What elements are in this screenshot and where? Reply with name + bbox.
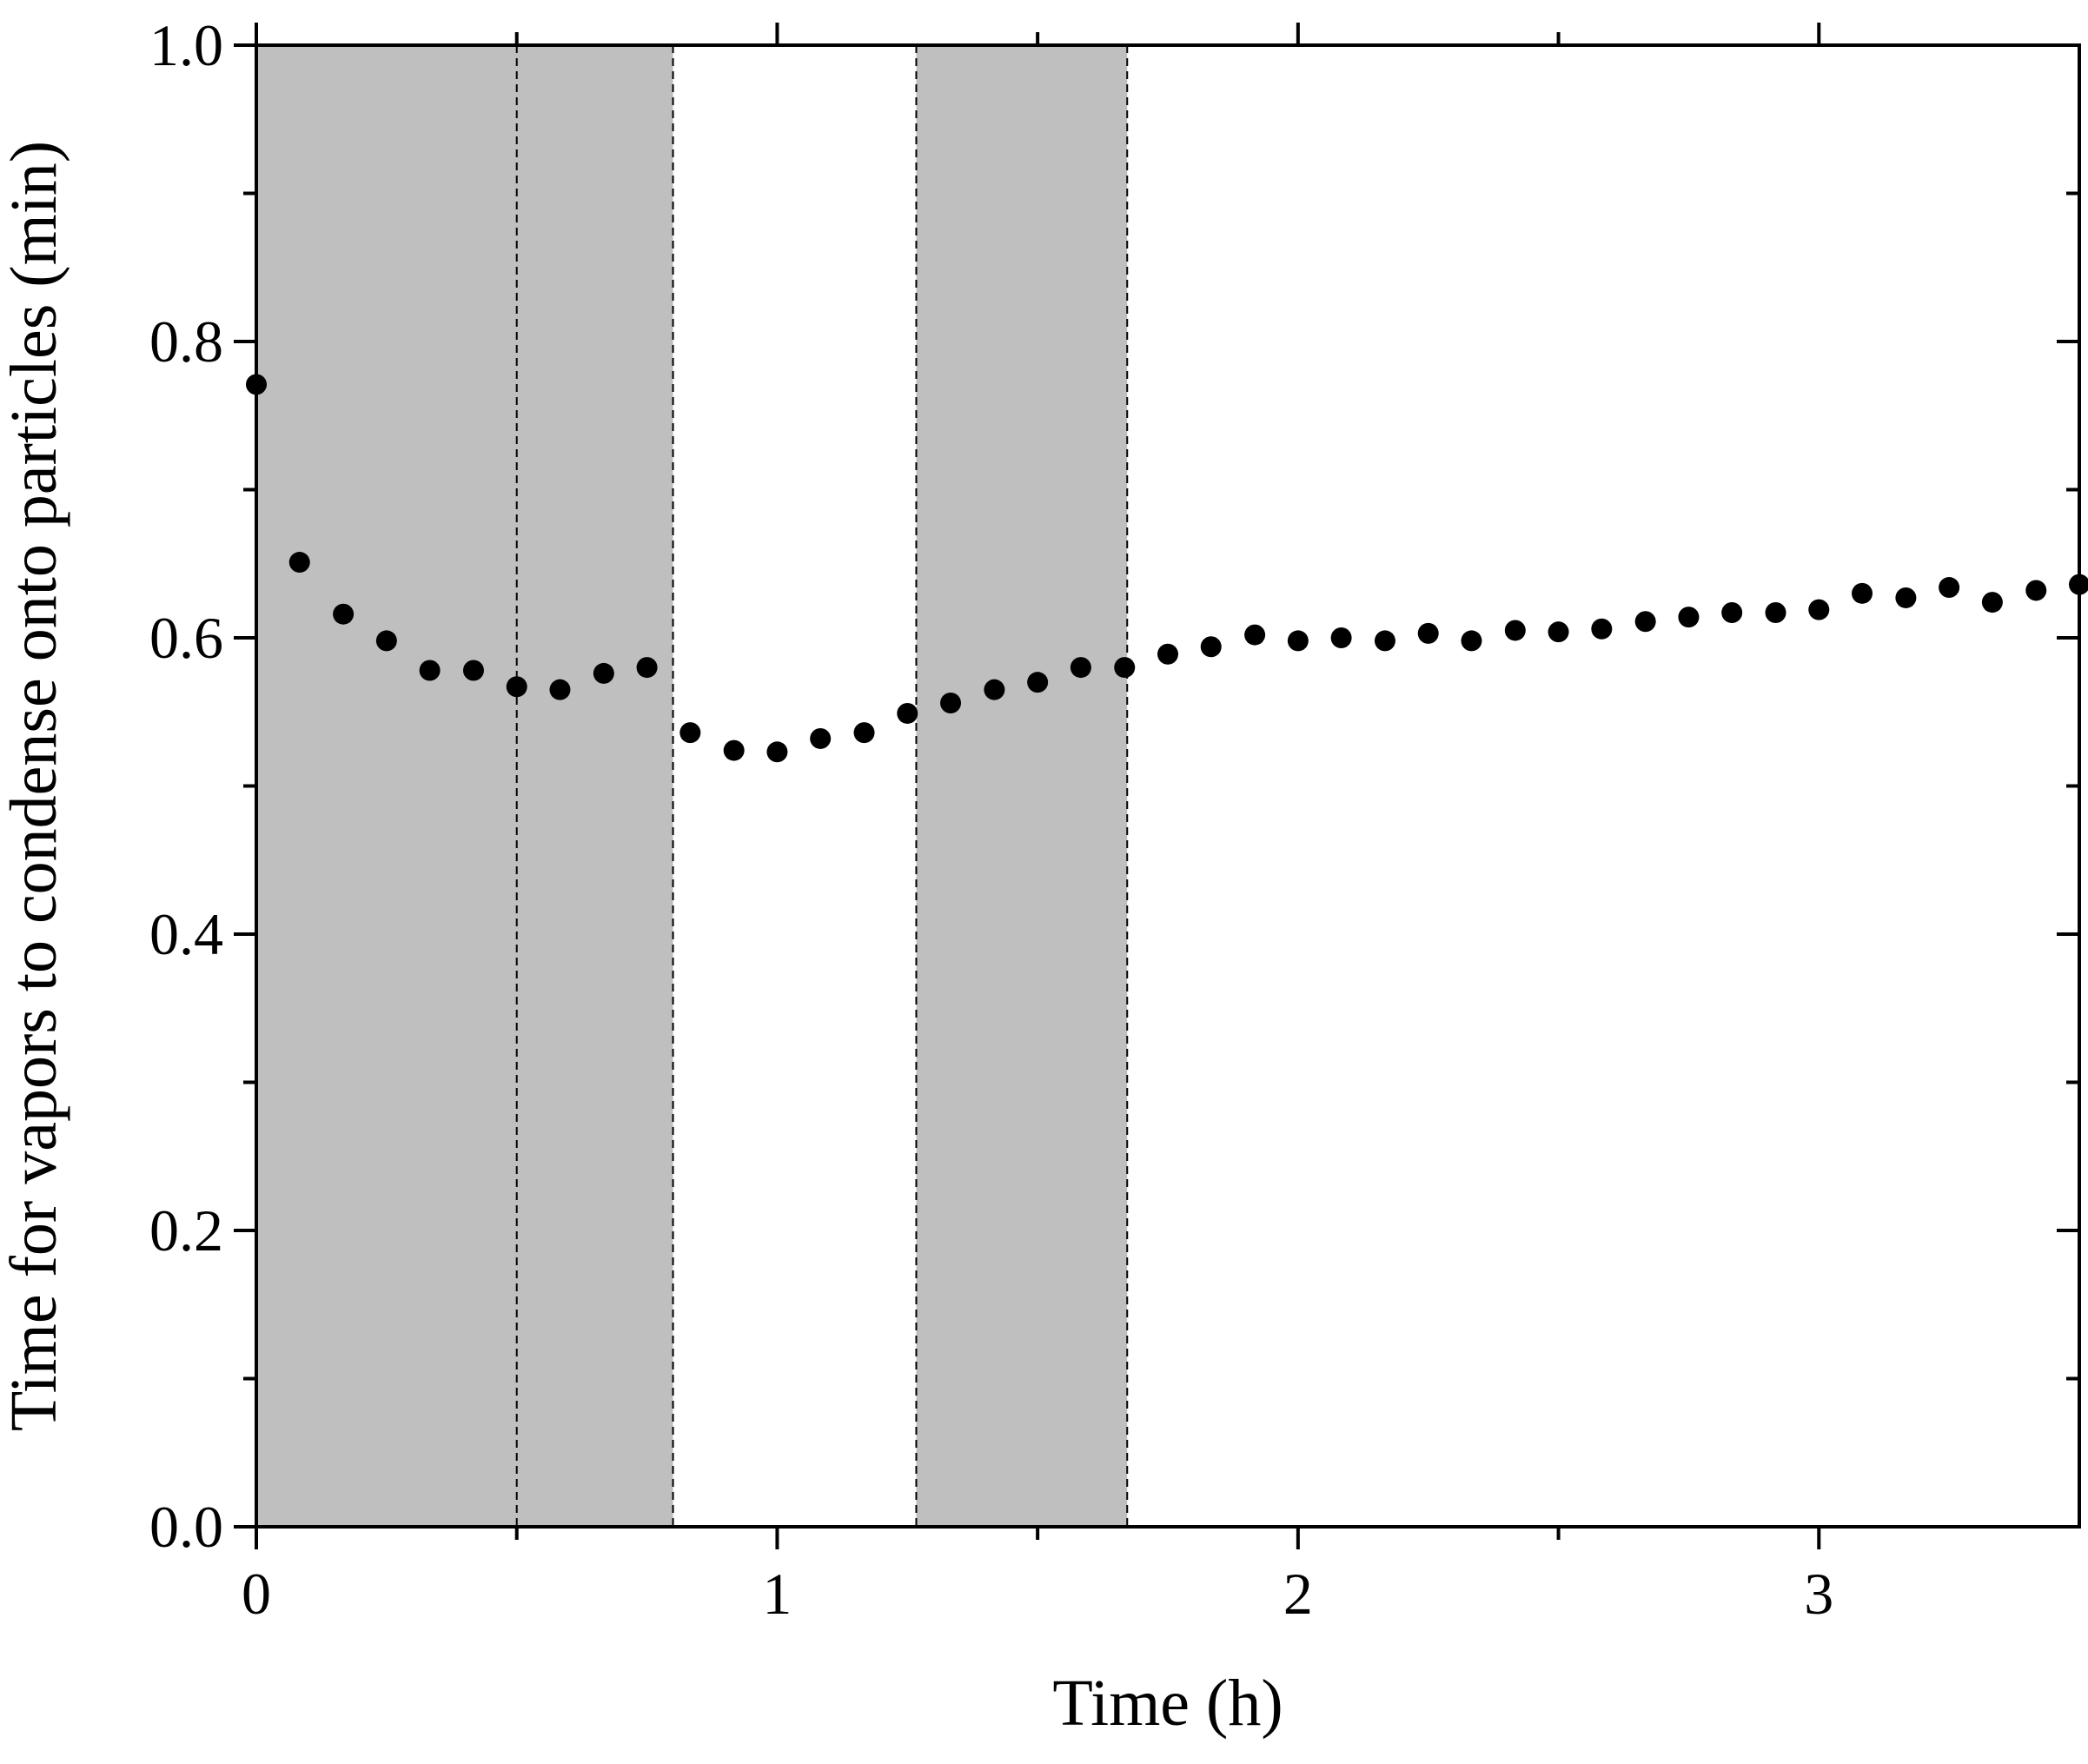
x-tick-label: 1 xyxy=(762,1561,792,1627)
data-point xyxy=(1765,602,1786,624)
data-point xyxy=(549,679,571,700)
data-point xyxy=(1678,607,1700,628)
shaded-regions xyxy=(256,45,1128,1527)
shaded-region-1 xyxy=(256,45,673,1527)
data-point xyxy=(1200,636,1222,658)
data-point xyxy=(1417,622,1439,644)
y-tick-label: 1.0 xyxy=(149,12,223,78)
y-tick-label: 0.6 xyxy=(149,605,223,671)
y-tick-label: 0.8 xyxy=(149,308,223,375)
data-point xyxy=(593,662,614,684)
data-point xyxy=(2025,580,2047,601)
data-point xyxy=(246,374,267,395)
y-tick-label: 0.0 xyxy=(149,1494,223,1560)
data-point xyxy=(723,739,745,761)
x-tick-label: 0 xyxy=(242,1561,271,1627)
data-point xyxy=(1157,643,1178,665)
x-axis-title: Time (h) xyxy=(1052,1667,1283,1740)
data-point xyxy=(1808,599,1830,620)
data-point xyxy=(1114,657,1136,679)
y-axis-title: Time for vapors to condense onto particl… xyxy=(0,141,70,1431)
tick-labels: 0 1 2 3 0.0 0.2 0.4 0.6 0.8 1.0 xyxy=(149,12,1833,1627)
data-point xyxy=(1287,630,1309,652)
data-point xyxy=(984,679,1005,700)
data-point xyxy=(333,603,355,625)
data-point xyxy=(766,741,788,763)
data-point xyxy=(1461,630,1482,652)
data-point xyxy=(1548,621,1569,643)
data-point xyxy=(1895,587,1917,608)
data-point xyxy=(679,722,701,744)
data-point xyxy=(506,676,527,698)
shaded-region-2 xyxy=(916,45,1128,1527)
data-point xyxy=(853,722,875,744)
data-point xyxy=(1721,602,1743,624)
data-point xyxy=(1027,672,1049,693)
data-point xyxy=(1939,577,1960,599)
data-point xyxy=(636,657,658,679)
data-point xyxy=(1504,620,1526,641)
data-point xyxy=(2069,574,2088,595)
axis-ticks xyxy=(234,23,2079,1549)
data-point xyxy=(897,702,918,724)
data-point xyxy=(375,630,397,652)
x-tick-label: 2 xyxy=(1283,1561,1313,1627)
data-point xyxy=(1634,611,1656,633)
data-point xyxy=(288,552,310,574)
data-point xyxy=(1070,657,1091,679)
data-point xyxy=(419,660,441,681)
data-point xyxy=(462,660,484,681)
data-point xyxy=(810,727,832,749)
data-point xyxy=(940,693,962,714)
y-tick-label: 0.2 xyxy=(149,1197,223,1263)
x-tick-label: 3 xyxy=(1804,1561,1833,1627)
data-point xyxy=(1330,627,1352,648)
data-points xyxy=(246,374,2088,763)
data-point xyxy=(1374,630,1395,652)
y-tick-label: 0.4 xyxy=(149,901,223,967)
data-point xyxy=(1981,592,2003,613)
plot-frame xyxy=(255,43,2081,1529)
data-point xyxy=(1591,618,1613,640)
data-point xyxy=(1244,624,1266,646)
data-point xyxy=(1852,582,1873,604)
